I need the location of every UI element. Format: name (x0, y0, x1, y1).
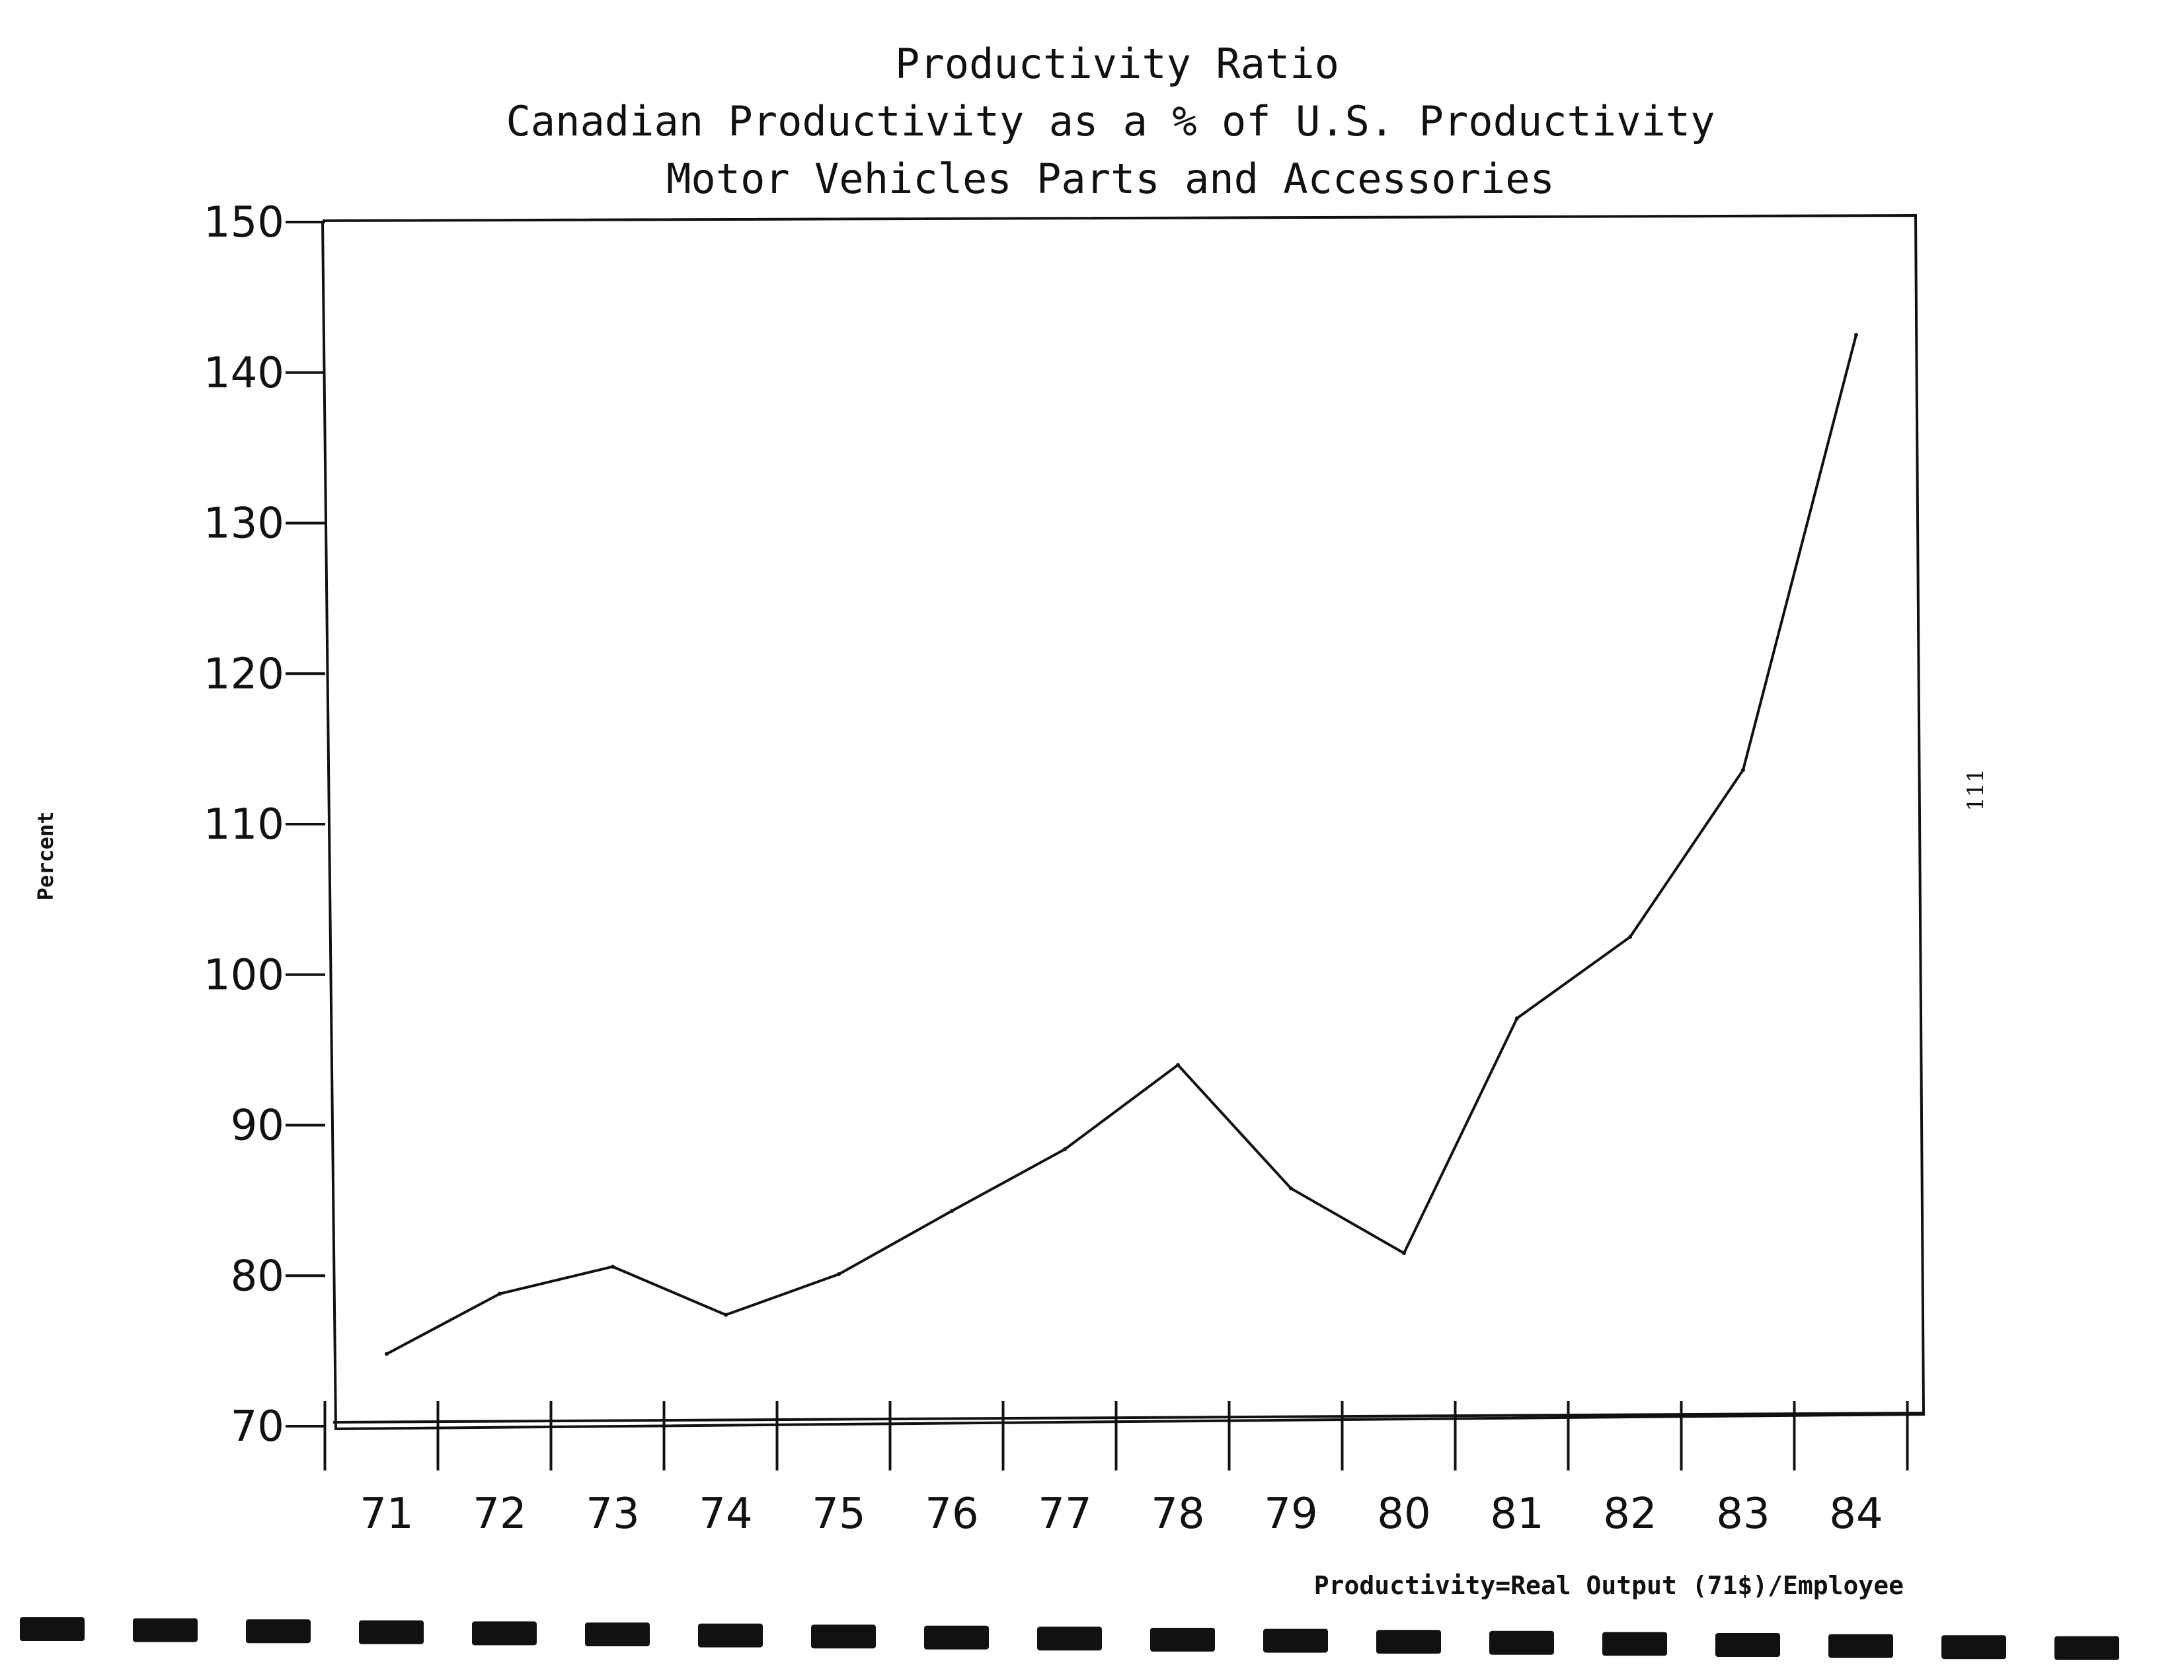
y-tick-label: 90 (231, 1102, 284, 1151)
x-tick-label: 84 (1829, 1490, 1883, 1539)
chart-title: Productivity Ratio (895, 40, 1339, 88)
data-point (1289, 1186, 1293, 1191)
data-point (385, 1352, 389, 1356)
data-point (1402, 1251, 1406, 1256)
x-tick-label: 72 (473, 1490, 526, 1539)
data-point (950, 1209, 954, 1213)
x-tick-label: 73 (586, 1490, 639, 1539)
x-tick-label: 82 (1603, 1490, 1657, 1539)
dash-segment (1150, 1628, 1215, 1652)
y-tick-label: 110 (204, 800, 284, 849)
y-tick-label: 150 (204, 198, 284, 247)
data-point (1063, 1147, 1067, 1151)
productivity-note: Productivity=Real Output (71$)/Employee (1314, 1571, 1904, 1600)
dash-segment (924, 1625, 989, 1650)
dash-segment (811, 1624, 876, 1649)
dash-segment (359, 1620, 424, 1644)
dash-segment (2054, 1636, 2119, 1660)
page-number: 111 (1963, 769, 1989, 812)
chart-subtitle: Canadian Productivity as a % of U.S. Pro… (506, 97, 1715, 145)
data-point (1515, 1016, 1519, 1020)
x-tick-label: 71 (360, 1490, 413, 1539)
chart-subtitle-2: Motor Vehicles Parts and Accessories (666, 155, 1555, 203)
plot-frame (321, 213, 1926, 1431)
data-point (837, 1272, 841, 1276)
data-point (1628, 935, 1632, 939)
x-tick-label: 80 (1377, 1490, 1430, 1539)
x-axis-line (332, 1412, 1923, 1424)
dash-segment (1941, 1635, 2006, 1660)
dash-segment (1263, 1628, 1328, 1653)
x-tick-label: 75 (812, 1490, 865, 1539)
y-tick-label: 80 (231, 1252, 284, 1301)
y-tick-label: 140 (204, 349, 284, 398)
dash-segment (1489, 1630, 1554, 1655)
dash-segment (1037, 1626, 1102, 1651)
dash-segment (246, 1619, 311, 1644)
series-line (386, 334, 1857, 1355)
y-tick-label: 130 (204, 500, 284, 549)
y-axis: 70 80 90 100 110 120 130 140 150 (204, 198, 325, 1451)
data-point (611, 1264, 615, 1269)
dash-segment (133, 1618, 198, 1642)
y-axis-title: Percent (33, 812, 58, 901)
x-axis: 71 72 73 74 75 76 77 78 79 80 81 82 83 84 (323, 1401, 1923, 1539)
data-point (498, 1291, 502, 1296)
y-tick-label: 120 (204, 650, 284, 699)
y-tick-label: 70 (231, 1402, 284, 1451)
data-point (1176, 1063, 1180, 1067)
x-tick-label: 74 (699, 1490, 752, 1539)
x-tick-label: 78 (1151, 1490, 1204, 1539)
x-tick-label: 81 (1490, 1490, 1543, 1539)
x-tick-label: 77 (1038, 1490, 1091, 1539)
dash-segment (1602, 1632, 1667, 1656)
dash-segment (698, 1623, 763, 1648)
dash-segment (472, 1621, 537, 1646)
series-group (385, 332, 1858, 1356)
dash-segment (585, 1623, 650, 1646)
x-tick-label: 76 (925, 1490, 978, 1539)
x-tick-label: 79 (1264, 1490, 1317, 1539)
x-tick-label: 83 (1716, 1490, 1770, 1539)
data-point (724, 1313, 728, 1317)
dash-segment (1376, 1630, 1441, 1654)
dash-segment (20, 1617, 85, 1641)
dashed-rule (20, 1617, 2119, 1660)
y-tick-label: 100 (204, 951, 284, 1000)
dash-segment (1715, 1633, 1780, 1657)
data-point (1854, 332, 1858, 337)
data-point (1741, 768, 1745, 772)
dash-segment (1828, 1634, 1893, 1658)
